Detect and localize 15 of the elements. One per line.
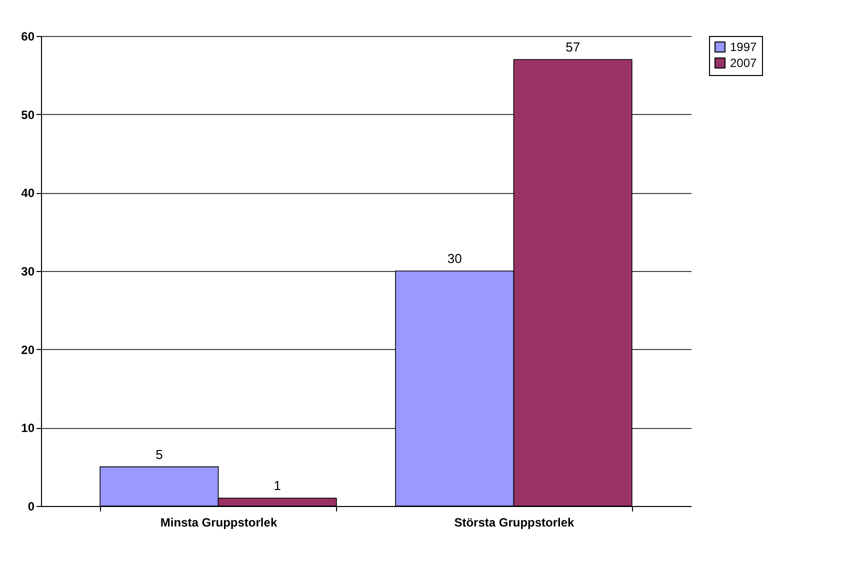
data-label: 1 bbox=[274, 478, 281, 494]
data-label: 57 bbox=[566, 40, 580, 54]
y-tick-label: 20 bbox=[21, 342, 35, 357]
y-tick-label: 0 bbox=[28, 500, 35, 514]
y-tick-label: 30 bbox=[21, 264, 35, 278]
data-label: 30 bbox=[447, 251, 462, 266]
y-tick-label: 50 bbox=[21, 108, 35, 122]
legend-label: 2007 bbox=[730, 56, 758, 70]
y-tick-label: 60 bbox=[21, 30, 35, 44]
legend-label: 1997 bbox=[730, 40, 758, 54]
x-tick-label: Minsta Gruppstorlek bbox=[160, 516, 278, 530]
x-tick-label: Största Gruppstorlek bbox=[454, 516, 575, 530]
y-tick-label: 40 bbox=[21, 186, 35, 200]
y-tick-label: 10 bbox=[21, 421, 35, 436]
data-label: 5 bbox=[156, 446, 163, 462]
